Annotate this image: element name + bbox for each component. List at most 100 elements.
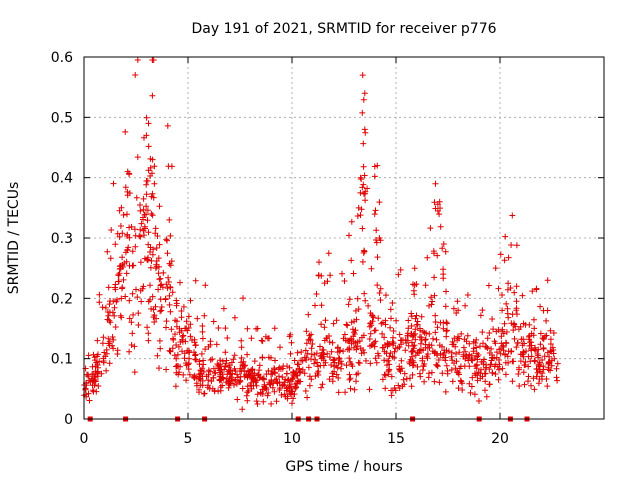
- data-point: [485, 282, 492, 289]
- data-point: [167, 262, 174, 269]
- peak-point: [166, 216, 173, 223]
- data-point: [104, 316, 111, 323]
- data-point: [102, 304, 109, 311]
- data-point: [299, 357, 306, 364]
- data-point: [86, 397, 93, 404]
- data-point: [199, 328, 206, 335]
- peak-point: [360, 96, 367, 103]
- data-point: [346, 355, 353, 362]
- data-point: [170, 336, 177, 343]
- data-point: [501, 320, 508, 327]
- data-point: [169, 289, 176, 296]
- data-point: [430, 335, 436, 342]
- x-tick-label: 20: [491, 431, 509, 447]
- data-point: [180, 303, 187, 310]
- data-point: [207, 368, 214, 375]
- data-point: [303, 328, 310, 335]
- data-point: [202, 282, 209, 289]
- data-point: [495, 326, 502, 333]
- data-point: [421, 329, 428, 336]
- data-point: [286, 364, 293, 371]
- data-point: [335, 389, 342, 396]
- data-point: [177, 279, 183, 286]
- data-point: [491, 338, 498, 345]
- data-point: [140, 214, 146, 221]
- data-point: [499, 292, 505, 298]
- data-point: [387, 306, 394, 313]
- data-point: [238, 344, 245, 351]
- data-point: [173, 323, 180, 330]
- data-point: [271, 366, 278, 373]
- data-point: [279, 365, 286, 372]
- data-point: [219, 358, 226, 365]
- data-point: [434, 362, 441, 369]
- data-point: [348, 218, 355, 225]
- y-axis-label: SRMTID / TECUs: [6, 182, 22, 295]
- data-point: [434, 363, 441, 370]
- data-point: [407, 356, 414, 363]
- data-point: [526, 321, 533, 328]
- data-point: [271, 388, 278, 395]
- y-tick-label: 0.5: [51, 110, 73, 126]
- data-point: [173, 302, 180, 309]
- data-point: [428, 369, 435, 376]
- data-point: [351, 331, 358, 337]
- data-point: [389, 338, 396, 345]
- data-point: [196, 358, 203, 365]
- data-point: [145, 229, 152, 236]
- data-point: [180, 332, 187, 339]
- data-point: [462, 302, 469, 309]
- data-point: [185, 361, 192, 368]
- data-point: [376, 290, 383, 296]
- data-point: [114, 351, 121, 357]
- data-point: [353, 371, 360, 378]
- data-point: [129, 262, 136, 269]
- data-point: [101, 349, 108, 356]
- data-point: [330, 320, 337, 327]
- data-point: [253, 382, 260, 389]
- data-point: [217, 361, 224, 368]
- data-point: [368, 342, 375, 349]
- data-point: [468, 383, 475, 390]
- data-point: [406, 360, 413, 367]
- data-point: [378, 320, 385, 327]
- data-point: [122, 293, 129, 300]
- data-point: [133, 286, 139, 293]
- data-point: [94, 362, 101, 368]
- data-point: [341, 331, 348, 338]
- data-point: [437, 350, 444, 357]
- data-point: [473, 350, 480, 357]
- data-point: [245, 372, 252, 379]
- data-point: [112, 324, 119, 330]
- data-point: [458, 330, 465, 337]
- data-point: [360, 347, 367, 353]
- peak-point: [430, 248, 437, 255]
- peak-point: [374, 254, 381, 261]
- peak-point: [361, 90, 368, 97]
- data-point: [372, 338, 379, 345]
- peak-point: [411, 265, 418, 272]
- data-point: [444, 320, 451, 327]
- peak-point: [364, 185, 371, 192]
- data-point: [510, 358, 517, 365]
- data-point: [328, 362, 335, 368]
- data-point: [260, 398, 267, 405]
- data-point: [147, 282, 153, 289]
- data-point: [287, 390, 294, 397]
- data-point: [268, 371, 274, 378]
- peak-point: [145, 143, 152, 150]
- data-point: [282, 376, 289, 383]
- data-point: [448, 366, 455, 373]
- data-point: [379, 376, 386, 383]
- data-point: [163, 236, 170, 243]
- data-point: [311, 360, 318, 367]
- peak-point: [126, 170, 133, 177]
- data-point: [315, 368, 322, 375]
- data-point: [228, 374, 235, 381]
- data-point: [319, 381, 326, 388]
- data-point: [546, 360, 553, 366]
- data-point: [351, 386, 358, 393]
- data-point: [454, 337, 461, 344]
- data-point: [246, 368, 253, 375]
- data-point: [178, 327, 185, 334]
